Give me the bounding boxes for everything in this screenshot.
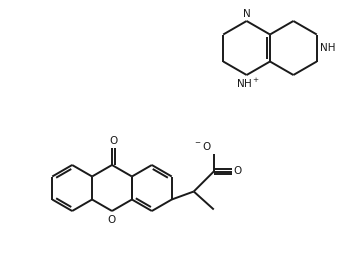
Text: NH: NH [320,43,335,53]
Text: O: O [234,166,242,177]
Text: NH$^+$: NH$^+$ [236,77,260,90]
Text: O: O [109,136,117,146]
Text: O: O [108,215,116,225]
Text: $^-$O: $^-$O [193,139,212,152]
Text: N: N [243,9,251,19]
